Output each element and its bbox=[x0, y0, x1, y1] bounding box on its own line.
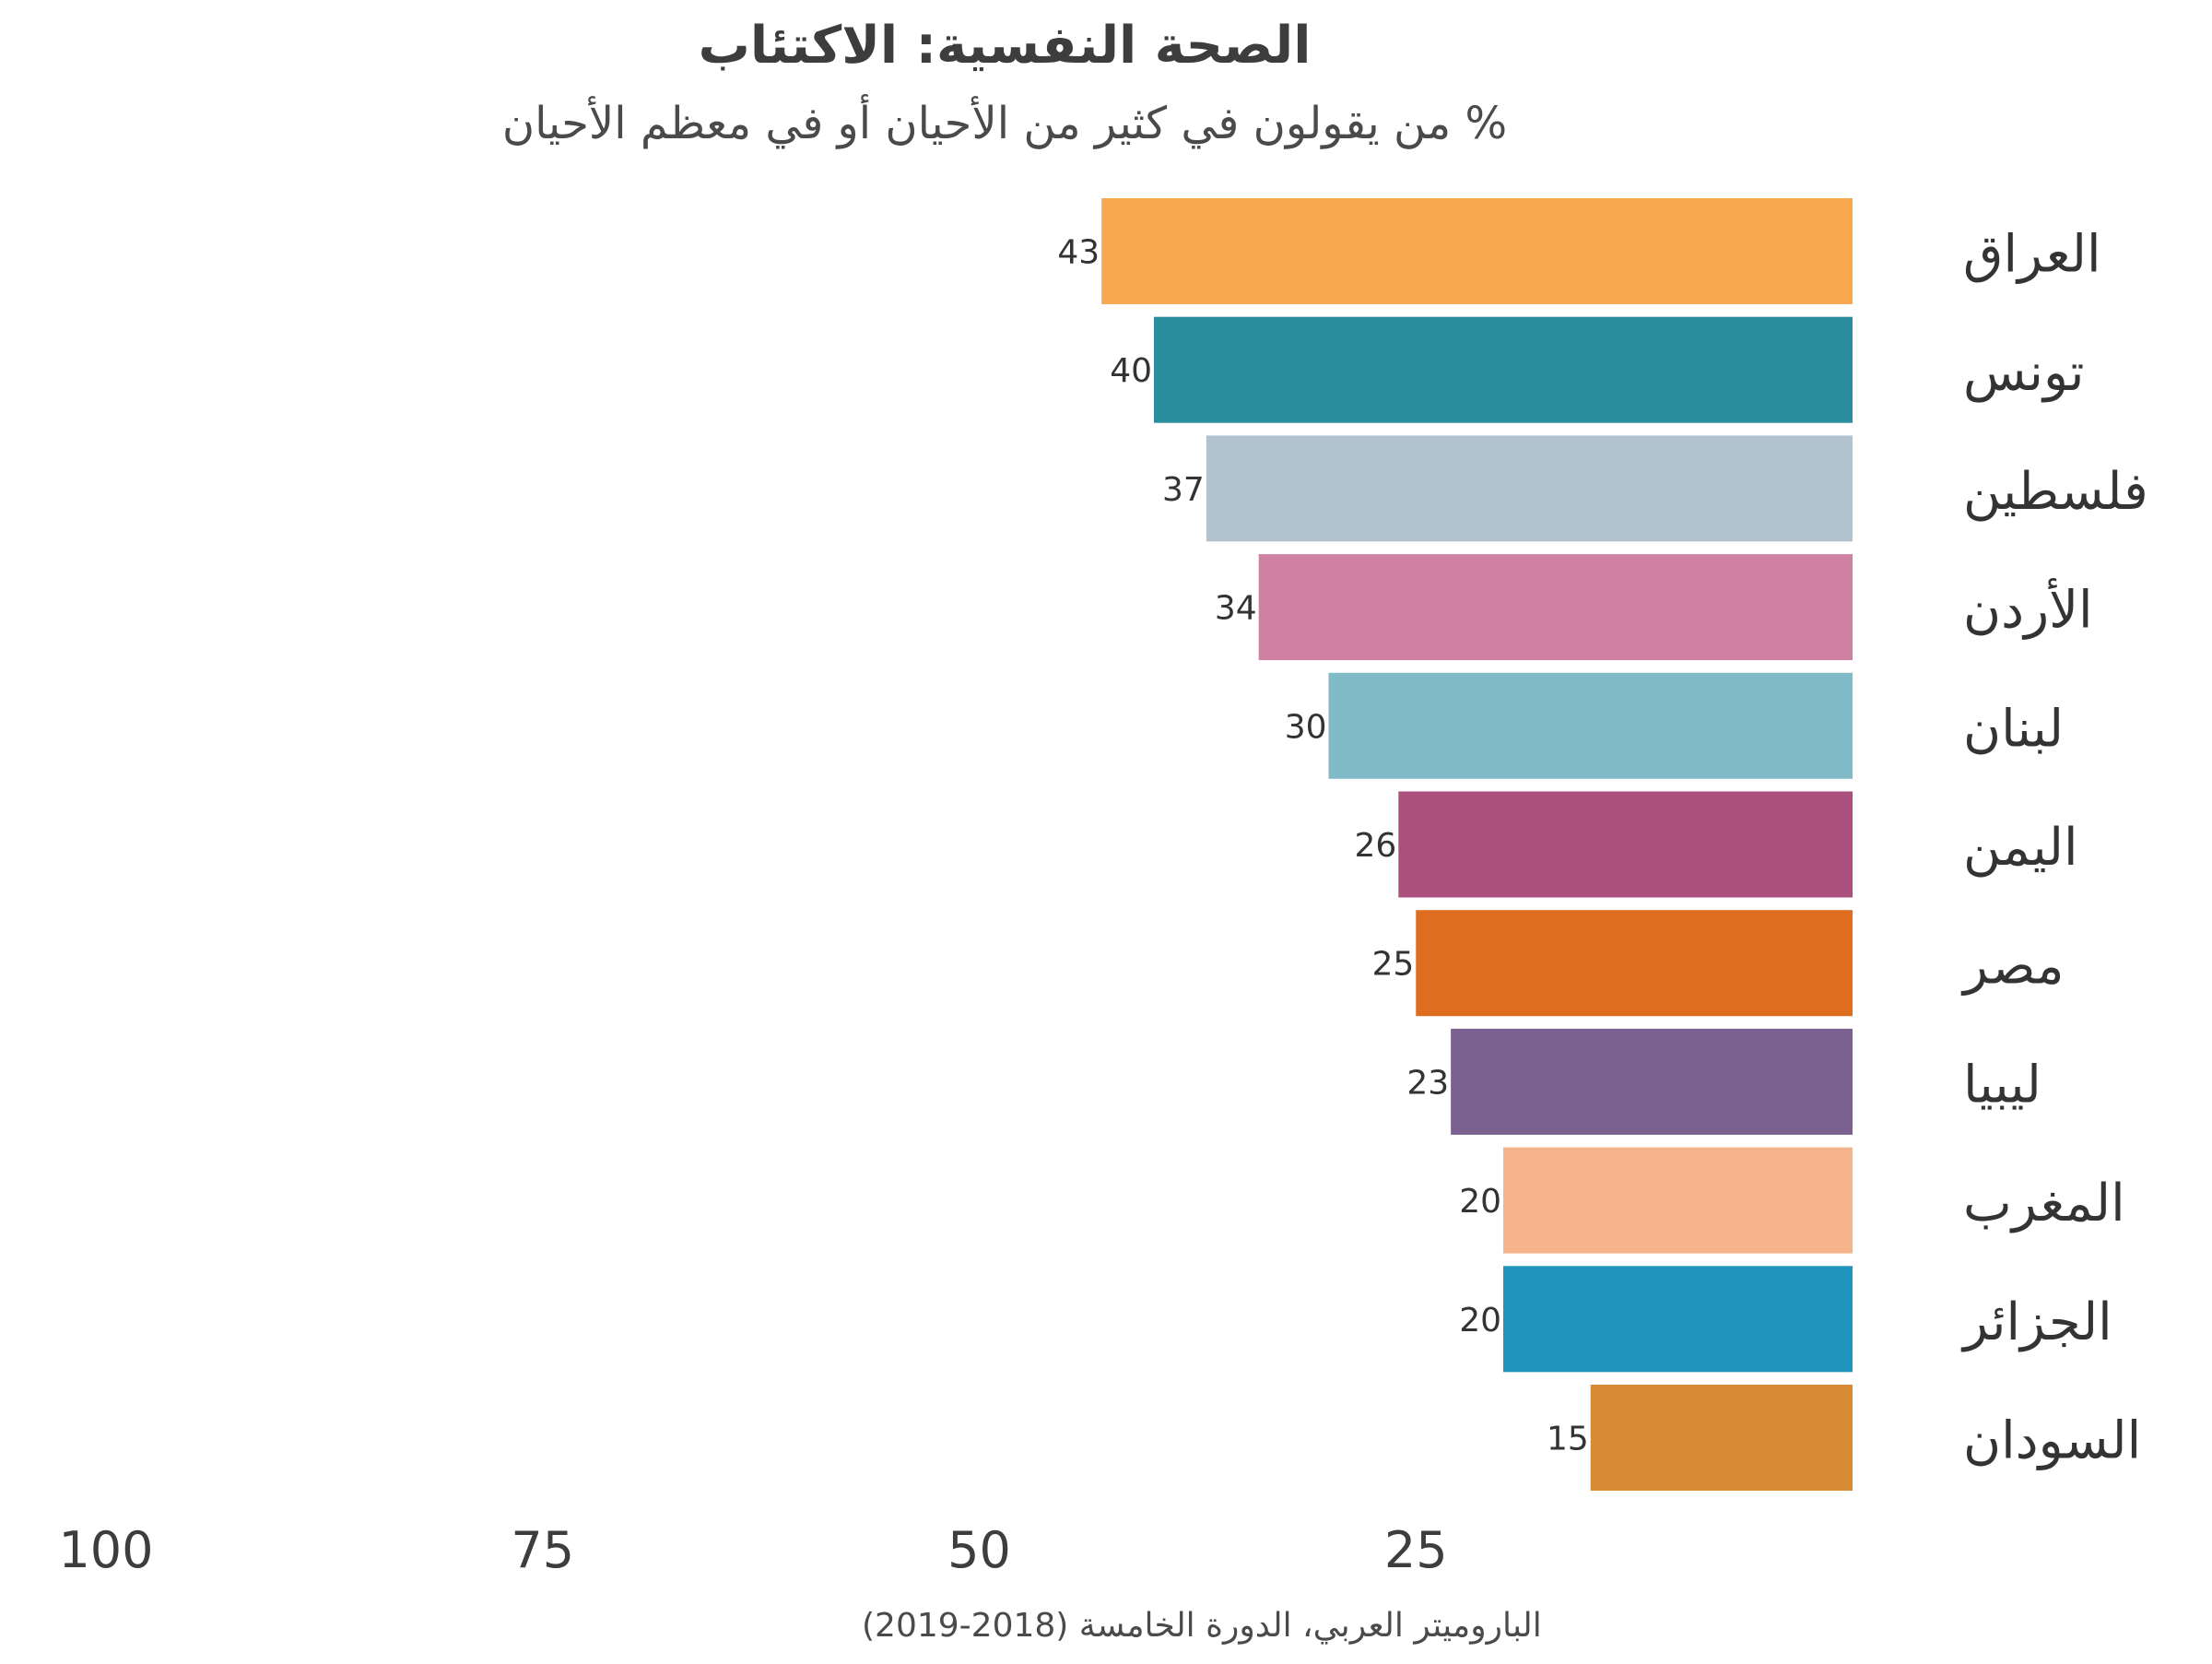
bars-group: 43 العراق 40 تونس 37 فلسطين 34 الأردن 30 لبنان 26 ا… bbox=[1057, 198, 2148, 1491]
bar-1 bbox=[1101, 198, 1853, 304]
category-label-8: ليبيا bbox=[1963, 1055, 2041, 1115]
bar-6 bbox=[1398, 791, 1853, 898]
category-label-2: تونس bbox=[1963, 343, 2085, 403]
value-label-10: 20 bbox=[1459, 1302, 1501, 1339]
category-label-1: العراق bbox=[1963, 225, 2101, 285]
category-label-4: الأردن bbox=[1963, 578, 2093, 641]
bar-8 bbox=[1451, 1028, 1853, 1135]
value-label-3: 37 bbox=[1162, 471, 1205, 509]
bar-7 bbox=[1416, 910, 1853, 1017]
bar-10 bbox=[1503, 1266, 1853, 1373]
value-label-7: 25 bbox=[1371, 946, 1414, 984]
category-label-10: الجزائر bbox=[1960, 1292, 2112, 1352]
bar-4 bbox=[1258, 554, 1853, 661]
value-label-2: 40 bbox=[1110, 352, 1152, 390]
category-label-9: المغرب bbox=[1963, 1174, 2125, 1233]
category-label-7: مصر bbox=[1960, 937, 2064, 997]
value-label-4: 34 bbox=[1215, 590, 1257, 628]
x-tick-label-100: 100 bbox=[58, 1521, 153, 1579]
x-tick-label-25: 25 bbox=[1384, 1521, 1448, 1579]
bar-3 bbox=[1206, 435, 1853, 542]
bar-11 bbox=[1590, 1385, 1853, 1491]
value-label-1: 43 bbox=[1057, 234, 1100, 272]
source-note: الباروميتر العربي، الدورة الخامسة (2018-… bbox=[862, 1607, 1542, 1645]
value-label-11: 15 bbox=[1547, 1421, 1589, 1458]
chart-title: الصحة النفسية: الاكتئاب bbox=[699, 16, 1312, 76]
x-tick-label-50: 50 bbox=[947, 1521, 1011, 1579]
value-label-9: 20 bbox=[1459, 1183, 1501, 1221]
chart-subtitle: % من يقولون في كثير من الأحيان أو في معظ… bbox=[502, 94, 1507, 149]
category-label-5: لبنان bbox=[1963, 699, 2064, 759]
value-label-8: 23 bbox=[1406, 1064, 1449, 1102]
value-label-6: 26 bbox=[1354, 827, 1396, 865]
category-label-6: اليمن bbox=[1963, 818, 2078, 878]
x-tick-label-75: 75 bbox=[511, 1521, 574, 1579]
category-label-11: السودان bbox=[1963, 1411, 2141, 1471]
bar-2 bbox=[1154, 316, 1853, 423]
bar-5 bbox=[1328, 672, 1853, 779]
category-label-3: فلسطين bbox=[1963, 462, 2148, 522]
x-axis-ticks: 100 75 50 25 bbox=[58, 1521, 1447, 1579]
bar-9 bbox=[1503, 1147, 1853, 1254]
value-label-5: 30 bbox=[1285, 708, 1327, 746]
